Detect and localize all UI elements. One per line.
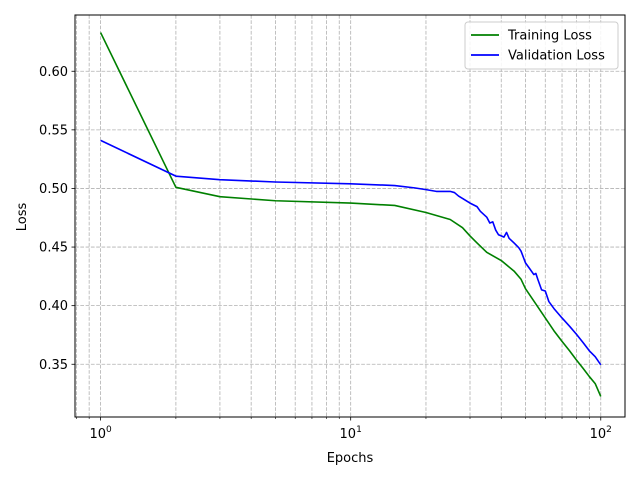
x-tick-base: 10 xyxy=(340,427,357,442)
y-tick-label: 0.60 xyxy=(39,65,68,80)
series-line-1 xyxy=(100,139,602,366)
y-tick-label: 0.45 xyxy=(39,241,68,256)
x-tick-exponent: 2 xyxy=(606,425,612,435)
y-axis-label: Loss xyxy=(15,203,30,232)
x-tick-label: 101 xyxy=(340,425,362,442)
legend-label: Validation Loss xyxy=(508,49,605,64)
series-lines xyxy=(99,32,602,397)
x-tick-base: 10 xyxy=(590,427,607,442)
plot-frame xyxy=(74,14,626,418)
grid xyxy=(75,15,625,417)
x-tick-base: 10 xyxy=(89,427,106,442)
x-tick-exponent: 1 xyxy=(356,425,362,435)
x-tick-label: 100 xyxy=(89,425,112,442)
y-tick-label: 0.55 xyxy=(39,123,68,138)
y-tick-label: 0.40 xyxy=(39,299,68,314)
legend-box xyxy=(464,21,619,70)
y-tick-label: 0.35 xyxy=(39,358,68,373)
legend-label: Training Loss xyxy=(507,29,592,44)
y-tick-label: 0.50 xyxy=(39,182,68,197)
x-tick-label: 102 xyxy=(590,425,612,442)
x-axis-label: Epochs xyxy=(327,451,374,466)
x-tick-exponent: 0 xyxy=(106,425,112,435)
series-line-0 xyxy=(99,32,602,397)
legend: Training Loss Validation Loss xyxy=(464,21,619,70)
